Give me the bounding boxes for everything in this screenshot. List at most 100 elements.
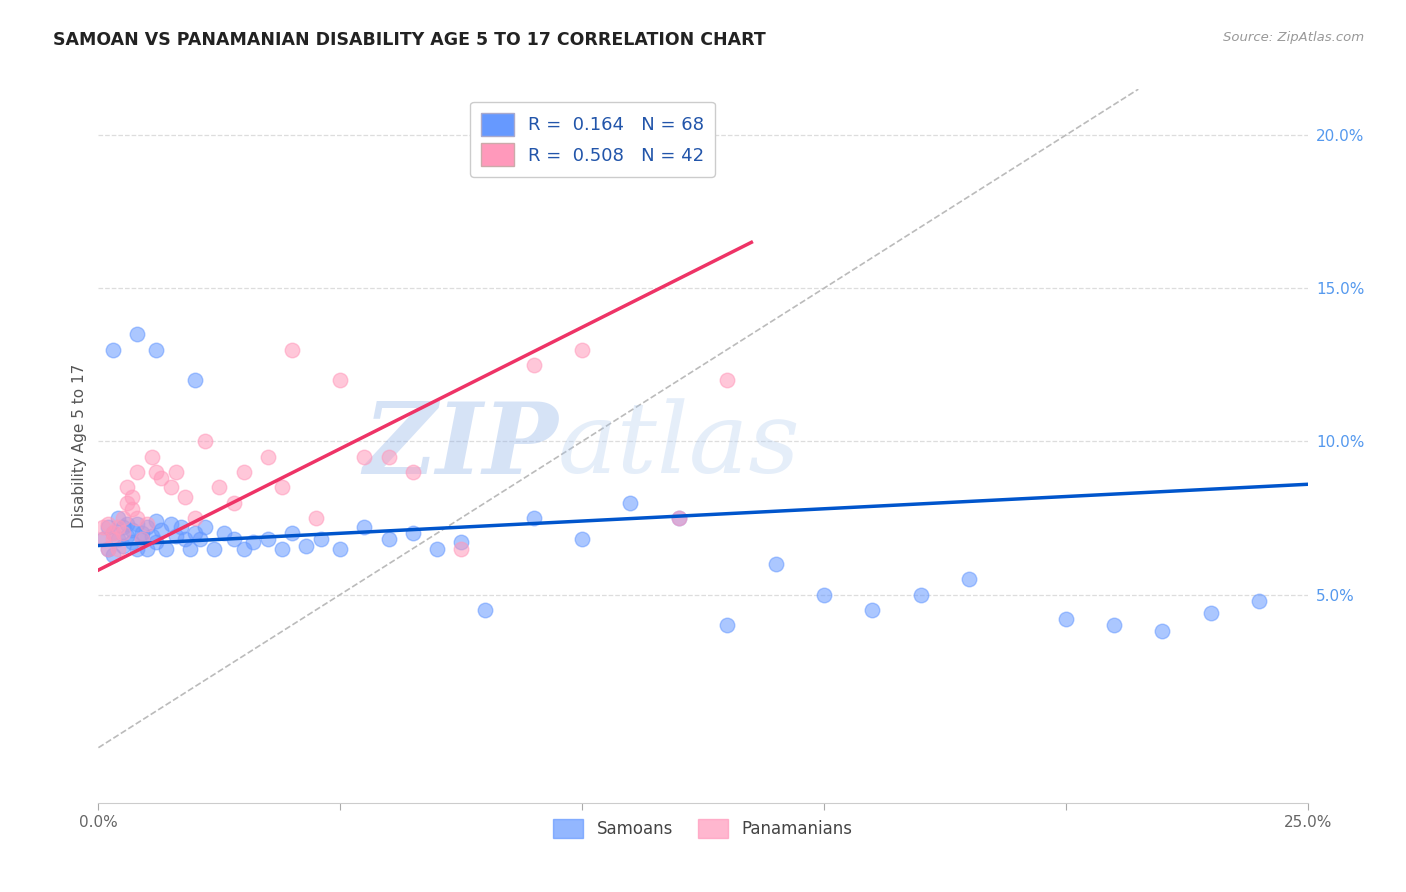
Point bbox=[194, 520, 217, 534]
Point bbox=[271, 541, 294, 556]
Point bbox=[765, 557, 787, 571]
Point bbox=[184, 511, 207, 525]
Point bbox=[571, 343, 593, 357]
Point bbox=[188, 533, 211, 547]
Point bbox=[212, 526, 235, 541]
Point bbox=[107, 511, 129, 525]
Point bbox=[135, 541, 157, 556]
Point bbox=[150, 471, 173, 485]
Point bbox=[402, 526, 425, 541]
Point bbox=[111, 520, 134, 534]
Point bbox=[121, 523, 143, 537]
Point bbox=[194, 434, 217, 449]
Point bbox=[716, 373, 738, 387]
Point bbox=[957, 572, 980, 586]
Point bbox=[141, 529, 163, 543]
Point bbox=[145, 465, 167, 479]
Point bbox=[135, 520, 157, 534]
Text: Source: ZipAtlas.com: Source: ZipAtlas.com bbox=[1223, 31, 1364, 45]
Point bbox=[232, 541, 254, 556]
Point bbox=[101, 548, 124, 562]
Text: atlas: atlas bbox=[558, 399, 800, 493]
Point bbox=[353, 520, 375, 534]
Point bbox=[117, 529, 139, 543]
Point bbox=[121, 501, 143, 516]
Point bbox=[232, 465, 254, 479]
Point bbox=[295, 539, 318, 553]
Point bbox=[145, 343, 167, 357]
Point bbox=[305, 511, 328, 525]
Point bbox=[222, 496, 245, 510]
Point bbox=[1054, 612, 1077, 626]
Point bbox=[860, 603, 883, 617]
Point bbox=[127, 517, 149, 532]
Point bbox=[111, 526, 134, 541]
Point bbox=[619, 496, 641, 510]
Point bbox=[1199, 606, 1222, 620]
Point bbox=[101, 343, 124, 357]
Point bbox=[169, 520, 191, 534]
Point bbox=[145, 535, 167, 549]
Point bbox=[179, 541, 201, 556]
Text: SAMOAN VS PANAMANIAN DISABILITY AGE 5 TO 17 CORRELATION CHART: SAMOAN VS PANAMANIAN DISABILITY AGE 5 TO… bbox=[53, 31, 766, 49]
Point bbox=[101, 533, 124, 547]
Point bbox=[208, 480, 231, 494]
Point bbox=[309, 533, 332, 547]
Point bbox=[402, 465, 425, 479]
Point bbox=[135, 517, 157, 532]
Y-axis label: Disability Age 5 to 17: Disability Age 5 to 17 bbox=[72, 364, 87, 528]
Point bbox=[571, 533, 593, 547]
Point bbox=[910, 588, 932, 602]
Point bbox=[281, 343, 304, 357]
Point bbox=[165, 465, 187, 479]
Point bbox=[165, 529, 187, 543]
Point bbox=[523, 358, 546, 372]
Point bbox=[450, 541, 472, 556]
Point bbox=[329, 373, 352, 387]
Point bbox=[523, 511, 546, 525]
Point bbox=[127, 511, 149, 525]
Point bbox=[141, 450, 163, 464]
Point bbox=[91, 533, 114, 547]
Point bbox=[353, 450, 375, 464]
Point bbox=[1152, 624, 1174, 639]
Point bbox=[107, 520, 129, 534]
Point bbox=[117, 517, 139, 532]
Point bbox=[174, 490, 197, 504]
Point bbox=[271, 480, 294, 494]
Point bbox=[131, 533, 153, 547]
Point bbox=[184, 373, 207, 387]
Point bbox=[716, 618, 738, 632]
Point bbox=[256, 450, 278, 464]
Point bbox=[91, 533, 114, 547]
Point bbox=[117, 496, 139, 510]
Point bbox=[97, 517, 120, 532]
Point bbox=[474, 603, 496, 617]
Point bbox=[281, 526, 304, 541]
Point bbox=[97, 541, 120, 556]
Point bbox=[127, 541, 149, 556]
Point bbox=[204, 541, 226, 556]
Point bbox=[121, 490, 143, 504]
Point bbox=[121, 535, 143, 549]
Point bbox=[377, 450, 399, 464]
Point bbox=[174, 533, 197, 547]
Point bbox=[242, 535, 264, 549]
Point bbox=[97, 541, 120, 556]
Point bbox=[160, 480, 183, 494]
Point bbox=[450, 535, 472, 549]
Point bbox=[107, 541, 129, 556]
Point bbox=[107, 533, 129, 547]
Point bbox=[184, 526, 207, 541]
Legend: Samoans, Panamanians: Samoans, Panamanians bbox=[547, 812, 859, 845]
Point bbox=[127, 327, 149, 342]
Text: ZIP: ZIP bbox=[363, 398, 558, 494]
Point bbox=[813, 588, 835, 602]
Point bbox=[97, 520, 120, 534]
Point bbox=[150, 523, 173, 537]
Point bbox=[1102, 618, 1125, 632]
Point bbox=[131, 526, 153, 541]
Point bbox=[668, 511, 690, 525]
Point bbox=[117, 480, 139, 494]
Point bbox=[1249, 593, 1271, 607]
